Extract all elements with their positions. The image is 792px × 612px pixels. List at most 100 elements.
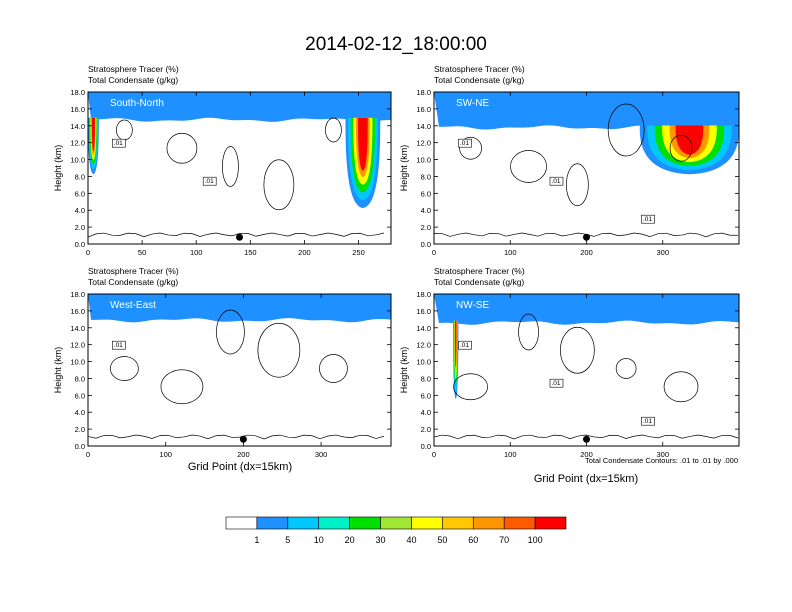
colorbar-level-label: 1 — [254, 535, 259, 545]
y-tick-label: 12.0 — [70, 139, 85, 148]
x-tick-label: 200 — [237, 450, 250, 459]
condensate-contour — [325, 117, 342, 143]
y-tick-label: 2.0 — [75, 223, 85, 232]
surface-marker — [239, 435, 247, 443]
colorbar-swatch — [442, 516, 474, 530]
colorbar: 1 5 10 20 30 40 50 60 70 100 — [225, 516, 567, 545]
y-tick-label: 8.0 — [75, 374, 85, 383]
contour-value-label: .01 — [114, 342, 123, 349]
tracer-band — [434, 294, 739, 325]
x-tick-label: 0 — [86, 248, 90, 257]
tracer-band — [434, 92, 739, 130]
contour-note: Total Condensate Contours: .01 to .01 by… — [585, 456, 738, 465]
plot-frame — [87, 293, 392, 447]
y-tick-label: 4.0 — [421, 206, 431, 215]
x-tick-label: 100 — [190, 248, 203, 257]
x-tick-label: 100 — [159, 450, 172, 459]
y-tick-label: 2.0 — [421, 425, 431, 434]
contour-value-label: .01 — [205, 178, 214, 185]
plot-area — [88, 294, 391, 446]
figure-title: 2014-02-12_18:00:00 — [305, 34, 487, 55]
surface-contour — [434, 434, 739, 440]
x-tick-label: 250 — [352, 248, 365, 257]
y-tick-label: 10.0 — [416, 358, 431, 367]
y-axis-label: Height (km) — [53, 145, 63, 192]
condensate-contours — [434, 103, 739, 238]
contour-value-box — [641, 214, 655, 224]
colorbar-level-label: 50 — [437, 535, 447, 545]
y-tick-label: 2.0 — [421, 223, 431, 232]
y-tick-label: 6.0 — [421, 391, 431, 400]
y-tick-label: 6.0 — [421, 189, 431, 198]
y-tick-label: 8.0 — [421, 374, 431, 383]
colorbar-level-label: 60 — [468, 535, 478, 545]
y-tick-label: 18.0 — [70, 88, 85, 97]
x-tick-label: 100 — [504, 248, 517, 257]
field-label: Stratosphere Tracer (%) — [434, 64, 525, 74]
y-tick-label: 14.0 — [70, 324, 85, 333]
y-tick-label: 0.0 — [421, 240, 431, 249]
colorbar-swatch — [503, 516, 536, 530]
colorbar-swatch — [225, 516, 258, 530]
colorbar-swatch — [256, 516, 289, 530]
x-tick-label: 200 — [580, 450, 593, 459]
y-tick-label: 18.0 — [70, 290, 85, 299]
x-tick-label: 300 — [656, 248, 669, 257]
y-tick-label: 0.0 — [75, 442, 85, 451]
panel-sw-ne: Stratosphere Tracer (%)Total Condensate … — [399, 64, 740, 257]
panel-label: SW-NE — [456, 98, 489, 109]
condensate-contours — [434, 313, 739, 440]
x-tick-label: 0 — [86, 450, 90, 459]
contour-label: Total Condensate (g/kg) — [88, 75, 178, 85]
condensate-contour — [222, 146, 239, 187]
contour-value-box — [458, 340, 472, 350]
y-tick-label: 14.0 — [416, 122, 431, 131]
y-tick-label: 4.0 — [75, 206, 85, 215]
y-tick-label: 12.0 — [416, 341, 431, 350]
plot-area — [434, 294, 739, 446]
intrusion-shading — [454, 320, 457, 367]
condensate-contour — [160, 369, 204, 405]
y-tick-label: 18.0 — [416, 88, 431, 97]
y-tick-label: 8.0 — [421, 172, 431, 181]
contour-value-label: .01 — [643, 418, 652, 425]
contour-value-box — [549, 176, 564, 186]
panel-label: West-East — [110, 300, 156, 311]
surface-contour — [88, 232, 385, 238]
condensate-contour — [559, 326, 595, 374]
tracer-band — [88, 92, 391, 122]
contour-label: Total Condensate (g/kg) — [88, 277, 178, 287]
y-tick-label: 4.0 — [421, 408, 431, 417]
panel-label: NW-SE — [456, 300, 489, 311]
x-tick-label: 200 — [298, 248, 311, 257]
colorbar-swatch — [287, 516, 320, 530]
condensate-contours — [88, 117, 385, 238]
condensate-contour — [669, 134, 693, 162]
y-axis-label: Height (km) — [399, 145, 409, 192]
x-axis-label-left: Grid Point (dx=15km) — [188, 461, 292, 473]
y-tick-label: 16.0 — [416, 105, 431, 114]
colorbar-level-label: 30 — [376, 535, 386, 545]
y-tick-label: 12.0 — [416, 139, 431, 148]
tracer-band — [88, 294, 391, 323]
condensate-contour — [319, 354, 348, 383]
y-tick-label: 16.0 — [70, 105, 85, 114]
field-label: Stratosphere Tracer (%) — [88, 64, 179, 74]
contour-value-label: .01 — [460, 140, 469, 147]
condensate-contour — [453, 373, 488, 401]
y-tick-label: 14.0 — [416, 324, 431, 333]
y-tick-label: 8.0 — [75, 172, 85, 181]
colorbar-swatch — [318, 516, 350, 530]
condensate-contour — [518, 313, 539, 351]
y-tick-label: 10.0 — [70, 156, 85, 165]
condensate-contour — [459, 136, 482, 160]
contour-label: Total Condensate (g/kg) — [434, 75, 524, 85]
colorbar-swatch — [411, 516, 443, 530]
field-label: Stratosphere Tracer (%) — [434, 266, 525, 276]
contour-value-box — [549, 378, 564, 388]
y-axis-label: Height (km) — [53, 347, 63, 394]
condensate-contour — [257, 322, 301, 378]
contour-value-label: .01 — [114, 140, 123, 147]
contour-label: Total Condensate (g/kg) — [434, 277, 524, 287]
y-tick-label: 12.0 — [70, 341, 85, 350]
